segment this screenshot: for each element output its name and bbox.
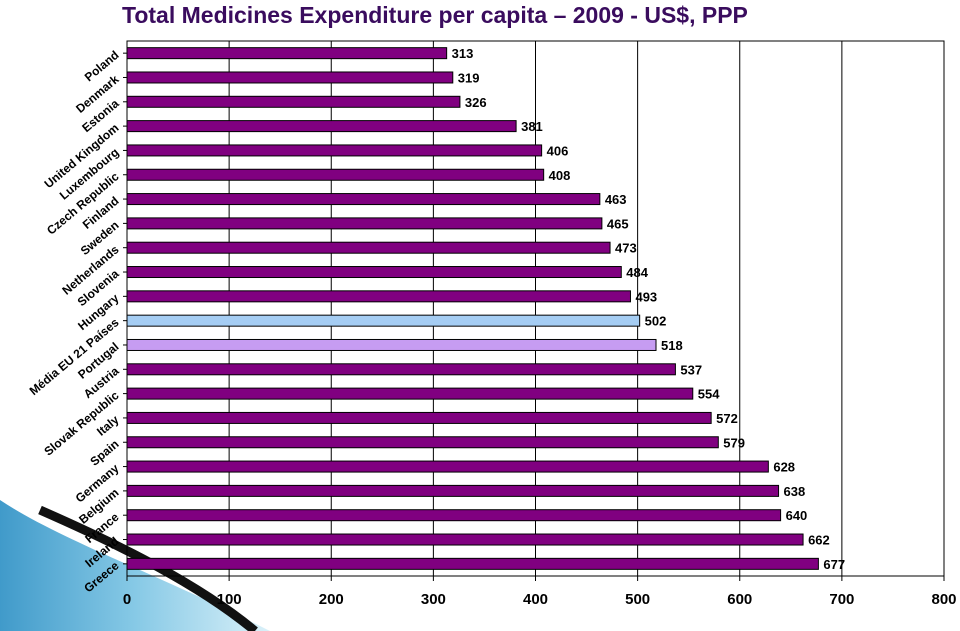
bar: [126, 168, 545, 181]
bar: [126, 338, 657, 351]
bar: [126, 411, 712, 424]
data-label: 406: [547, 143, 569, 158]
bar: [126, 266, 622, 279]
bar: [126, 557, 819, 570]
decorative-swoosh: [0, 500, 270, 631]
data-label: 381: [521, 119, 543, 134]
bar: [126, 533, 804, 546]
x-tick-label: 300: [421, 591, 446, 608]
bar: [126, 363, 676, 376]
bar: [126, 509, 782, 522]
x-tick-label: 800: [931, 591, 956, 608]
bar: [126, 193, 601, 206]
x-tick-label: 200: [319, 591, 344, 608]
bar: [126, 144, 543, 157]
data-label: 554: [698, 387, 720, 402]
data-label: 408: [549, 168, 571, 183]
data-label: 493: [635, 289, 657, 304]
x-tick-label: 0: [123, 591, 131, 608]
bar: [126, 95, 461, 108]
data-label: 638: [784, 484, 806, 499]
bar: [126, 484, 780, 497]
data-label: 484: [626, 265, 648, 280]
data-label: 662: [808, 533, 830, 548]
x-tick-label: 600: [727, 591, 752, 608]
bar: [126, 120, 517, 133]
data-label: 313: [452, 46, 474, 61]
category-label: Spain: [87, 437, 121, 469]
bar: [126, 71, 454, 84]
bar: [126, 217, 603, 230]
data-label: 640: [786, 508, 808, 523]
bar: [126, 47, 448, 60]
data-label: 463: [605, 192, 627, 207]
bar: [126, 387, 694, 400]
x-tick-label: 100: [217, 591, 242, 608]
data-label: 319: [458, 70, 480, 85]
data-label: 326: [465, 95, 487, 110]
data-label: 465: [607, 216, 629, 231]
data-label: 537: [680, 362, 702, 377]
bar: [126, 436, 719, 449]
bar: [126, 460, 769, 473]
x-tick-label: 400: [523, 591, 548, 608]
x-tick-label: 500: [625, 591, 650, 608]
data-label: 572: [716, 411, 738, 426]
data-label: 473: [615, 241, 637, 256]
data-label: 677: [823, 557, 845, 572]
data-label: 502: [645, 314, 667, 329]
data-label: 518: [661, 338, 683, 353]
bar: [126, 290, 631, 303]
data-label: 579: [723, 435, 745, 450]
x-tick-label: 700: [829, 591, 854, 608]
data-label: 628: [773, 460, 795, 475]
bar: [126, 314, 641, 327]
bar: [126, 241, 611, 254]
chart-title: Total Medicines Expenditure per capita –…: [122, 2, 748, 28]
